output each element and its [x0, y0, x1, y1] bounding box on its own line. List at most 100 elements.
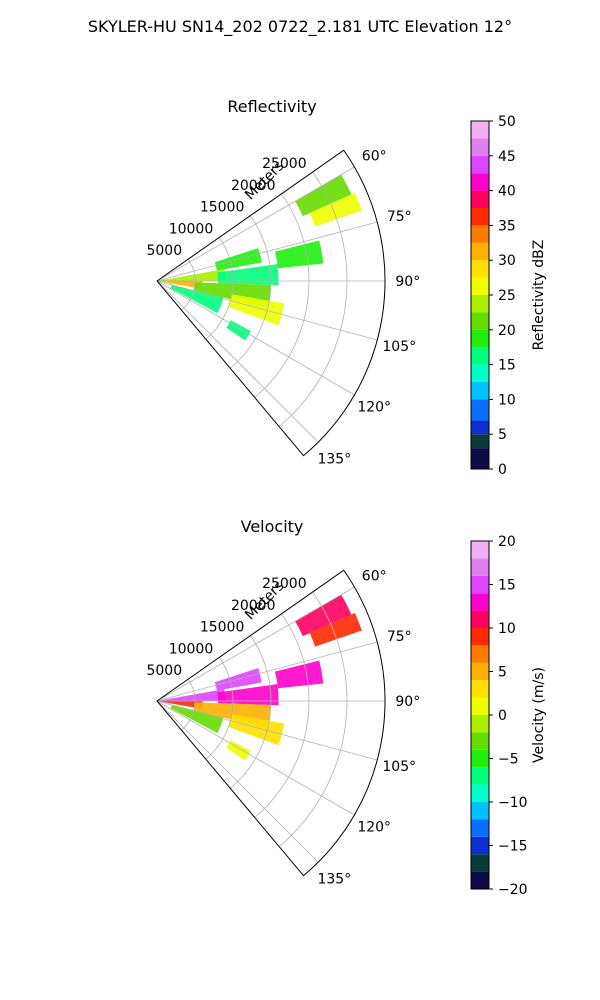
azimuth-gridline	[156, 700, 378, 761]
colorbar-tick-label: 15	[498, 578, 516, 594]
colorbar-band	[471, 225, 489, 243]
colorbar-band	[471, 448, 489, 469]
range-ring	[254, 193, 310, 398]
range-ring	[181, 678, 196, 731]
colorbar-band	[471, 767, 489, 785]
colorbar-band	[471, 558, 489, 576]
colorbar-band	[471, 399, 489, 421]
colorbar-band	[471, 260, 489, 278]
azimuth-gridline	[156, 586, 355, 702]
sector-frame	[156, 149, 386, 457]
colorbar-tick-label: −5	[498, 752, 519, 768]
colorbar-band	[471, 715, 489, 733]
colorbar-band	[471, 434, 489, 449]
range-ring	[230, 215, 272, 369]
echo-region	[274, 240, 324, 269]
echo-region	[274, 660, 324, 689]
radial-tick-label: 15000	[200, 620, 245, 636]
azimuth-gridline	[156, 280, 378, 341]
range-ring	[230, 635, 272, 789]
colorbar-tick-label: 0	[498, 708, 507, 724]
angle-tick-label: 90°	[395, 694, 420, 710]
panel-title: Reflectivity	[227, 97, 316, 116]
colorbar-band	[471, 662, 489, 681]
colorbar-band	[471, 364, 489, 382]
range-ring	[205, 237, 234, 340]
colorbar-band	[471, 347, 489, 365]
colorbar-tick-label: 40	[498, 184, 516, 200]
radial-tick-label: 15000	[200, 200, 245, 216]
colorbar-band	[471, 190, 489, 208]
angle-tick-label: 60°	[362, 149, 387, 165]
colorbar-band	[471, 420, 489, 435]
colorbar-band	[471, 575, 489, 594]
echo-layer	[157, 594, 362, 761]
colorbar-tick-label: −20	[498, 882, 528, 898]
azimuth-gridline	[156, 700, 319, 863]
angle-tick-label: 75°	[387, 629, 412, 645]
angle-tick-label: 135°	[317, 871, 351, 887]
colorbar-band	[471, 121, 489, 139]
echo-region	[157, 701, 203, 709]
range-ring	[278, 591, 348, 847]
colorbar-band	[471, 802, 489, 820]
colorbar-band	[471, 854, 489, 872]
echo-region	[217, 684, 279, 706]
colorbar-tick-label: 10	[498, 621, 516, 637]
colorbar-band	[471, 242, 489, 261]
azimuth-gridline	[156, 221, 378, 282]
azimuth-gridline	[156, 700, 355, 816]
panel-title: Velocity	[241, 517, 304, 536]
radial-tick-label: 25000	[262, 576, 307, 592]
velocity-panel: 5000 10000 15000 20000 25000 60° 75° 90° 105° 120…	[146, 517, 547, 898]
colorbar-band	[471, 155, 489, 174]
sector-frame	[156, 569, 386, 877]
colorbar-band	[471, 784, 489, 802]
angle-tick-label: 60°	[362, 569, 387, 585]
colorbar-band	[471, 295, 489, 313]
colorbar-band	[471, 277, 489, 295]
angle-tick-label: 120°	[357, 399, 391, 415]
colorbar-band	[471, 312, 489, 330]
echo-layer	[157, 174, 362, 341]
range-ring	[181, 258, 196, 311]
colorbar-tick-label: 0	[498, 462, 507, 478]
azimuth-gridline	[156, 280, 355, 396]
echo-region	[217, 264, 279, 286]
colorbar-band	[471, 382, 489, 400]
echo-region	[226, 320, 251, 341]
colorbar-band	[471, 138, 489, 156]
colorbar-band	[471, 697, 489, 715]
angle-tick-label: 120°	[357, 819, 391, 835]
echo-region	[295, 594, 352, 637]
radial-tick-label: 5000	[146, 663, 182, 679]
colorbar-band	[471, 610, 489, 628]
colorbar-band	[471, 645, 489, 663]
echo-region	[170, 704, 224, 734]
figure-suptitle: SKYLER-HU SN14_202 0722_2.181 UTC Elevat…	[88, 17, 512, 37]
colorbar-label: Velocity (m/s)	[531, 667, 547, 763]
colorbar-band	[471, 871, 489, 889]
radial-tick-label: 10000	[169, 641, 214, 657]
range-ring	[254, 613, 310, 818]
colorbar-band	[471, 208, 489, 226]
angle-tick-label: 105°	[382, 339, 416, 355]
angle-tick-label: 90°	[395, 274, 420, 290]
colorbar-band	[471, 541, 489, 559]
colorbar-tick-label: 50	[498, 114, 516, 130]
angle-tick-label: 75°	[387, 209, 412, 225]
colorbar-tick-label: −15	[498, 839, 528, 855]
echo-region	[157, 281, 203, 289]
range-ring	[278, 171, 348, 427]
azimuth-gridline	[156, 166, 355, 282]
echo-region	[295, 174, 352, 217]
angle-tick-label: 135°	[317, 451, 351, 467]
radial-tick-label: 20000	[231, 598, 276, 614]
colorbar-band	[471, 732, 489, 750]
colorbar-tick-label: 5	[498, 427, 507, 443]
radial-tick-label: 5000	[146, 243, 182, 259]
colorbar-band	[471, 680, 489, 698]
colorbar-label: Reflectivity dBZ	[531, 240, 547, 351]
colorbar-band	[471, 593, 489, 611]
